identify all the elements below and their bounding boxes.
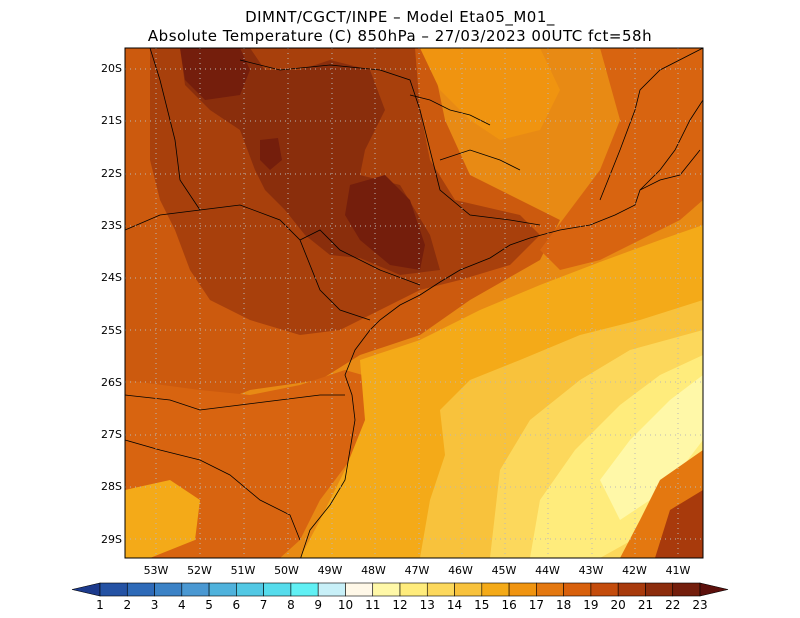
lon-label: 49W xyxy=(317,564,343,577)
colorbar-label: 16 xyxy=(501,598,517,612)
colorbar-label: 11 xyxy=(365,598,381,612)
colorbar-swatch xyxy=(236,582,264,597)
colorbar-swatch xyxy=(345,582,374,597)
field-12 xyxy=(600,375,703,520)
field-se-corner-dark xyxy=(655,490,703,558)
colorbar-label: 14 xyxy=(446,598,463,612)
colorbar-label: 7 xyxy=(259,598,268,612)
lon-label: 52W xyxy=(187,564,212,577)
lon-label: 45W xyxy=(491,564,517,577)
colorbar-swatch xyxy=(508,582,537,597)
lon-label: 41W xyxy=(665,564,691,577)
title-line-2: Absolute Temperature (C) 850hPa – 27/03/… xyxy=(147,27,653,45)
lon-label: 42W xyxy=(622,564,647,577)
colorbar-label: 6 xyxy=(232,598,241,612)
field-core-23 xyxy=(180,48,250,100)
colorbar-swatch xyxy=(290,582,319,597)
colorbar-label: 19 xyxy=(583,598,599,612)
lat-label: 23S xyxy=(101,218,122,232)
lat-label: 20S xyxy=(101,62,122,75)
colorbar-label: 21 xyxy=(637,598,654,612)
lat-label: 22S xyxy=(101,166,122,180)
field-core-23b xyxy=(345,175,425,270)
lon-label: 44W xyxy=(535,564,560,577)
colorbar-swatch xyxy=(481,582,510,597)
colorbar-swatch xyxy=(372,582,401,597)
colorbar-label: 23 xyxy=(692,598,708,612)
colorbar-swatch xyxy=(317,582,346,597)
colorbar-label: 18 xyxy=(555,598,572,612)
colorbar xyxy=(71,582,729,597)
lat-label: 29S xyxy=(101,532,122,546)
colorbar-label: 20 xyxy=(610,598,626,612)
colorbar-label: 10 xyxy=(337,598,354,612)
colorbar-swatch xyxy=(126,582,155,597)
colorbar-label: 5 xyxy=(205,598,213,612)
lat-label: 26S xyxy=(101,375,122,389)
colorbar-label: 3 xyxy=(150,598,159,612)
colorbar-swatch xyxy=(645,582,674,597)
colorbar-swatch xyxy=(99,582,128,597)
colorbar-label: 4 xyxy=(177,598,186,612)
lon-label: 53W xyxy=(143,564,169,577)
lon-label: 48W xyxy=(361,564,386,577)
graticule xyxy=(125,48,703,558)
colorbar-label: 2 xyxy=(123,598,132,612)
colorbar-swatch xyxy=(536,582,564,597)
colorbar-swatch xyxy=(208,582,237,597)
field-sw-patch xyxy=(125,480,200,558)
colorbar-swatch xyxy=(617,582,646,597)
colorbar-label: 1 xyxy=(96,598,104,612)
colorbar-swatch xyxy=(263,582,292,597)
colorbar-label: 22 xyxy=(665,598,681,612)
colorbar-swatch xyxy=(181,582,210,597)
colorbar-swatch xyxy=(563,582,592,597)
lat-label: 21S xyxy=(101,114,122,128)
lat-label: 28S xyxy=(101,480,122,494)
title-line-1: DIMNT/CGCT/INPE – Model Eta05_M01_ xyxy=(245,8,555,26)
field-east-band xyxy=(540,48,703,270)
field-core-23c xyxy=(260,138,282,170)
map-frame xyxy=(124,47,704,559)
colorbar-arrow-left xyxy=(71,582,101,597)
lat-label: 25S xyxy=(101,323,122,337)
colorbar-swatch xyxy=(399,582,428,597)
colorbar-label: 9 xyxy=(314,598,322,612)
colorbar-label: 8 xyxy=(287,598,295,612)
lat-label: 27S xyxy=(101,428,122,442)
colorbar-swatch xyxy=(426,582,455,597)
lon-label: 50W xyxy=(274,564,299,577)
colorbar-label: 17 xyxy=(528,598,544,612)
field-ne-patch xyxy=(420,48,560,140)
coastlines-borders xyxy=(125,48,703,558)
colorbar-swatch xyxy=(454,582,483,597)
lon-label: 47W xyxy=(404,564,430,577)
colorbar-label: 12 xyxy=(392,598,408,612)
colorbar-label: 15 xyxy=(474,598,490,612)
colorbar-arrow-right xyxy=(699,582,729,597)
lon-label: 46W xyxy=(448,564,473,577)
colorbar-swatch xyxy=(154,582,183,597)
colorbar-label: 13 xyxy=(419,598,435,612)
lon-label: 51W xyxy=(230,564,256,577)
colorbar-swatch xyxy=(590,582,619,597)
colorbar-swatch xyxy=(672,582,701,597)
lon-label: 43W xyxy=(578,564,604,577)
lat-label: 24S xyxy=(101,271,122,285)
